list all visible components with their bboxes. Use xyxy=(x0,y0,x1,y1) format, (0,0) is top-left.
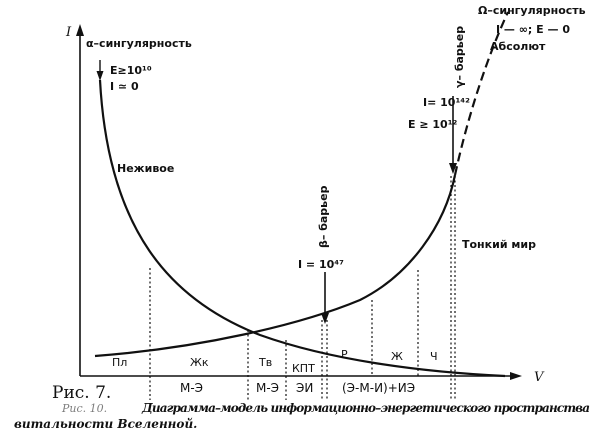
omega-info-energy: I — ∞; E — 0 xyxy=(496,23,570,36)
gamma-arrow-head-icon xyxy=(449,163,457,174)
inanimate-label: Неживое xyxy=(117,162,174,175)
y-axis-label: I xyxy=(65,25,72,40)
band-label-emi: (Э-М-И)+ИЭ xyxy=(342,381,415,395)
band-label-ch: Ч xyxy=(430,350,438,363)
gamma-energy-label: E ≥ 10¹² xyxy=(408,118,458,131)
band-label-me-2: М-Э xyxy=(256,381,279,395)
caption-figure-label: Рис. 7. xyxy=(52,383,111,403)
band-label-kpt: КПТ xyxy=(292,362,315,375)
alpha-arrow-head-icon xyxy=(96,71,104,81)
band-label-zh: Ж xyxy=(391,350,403,363)
caption-text-line-1: Диаграмма–модель информационно–энергетич… xyxy=(141,401,590,415)
living-curve xyxy=(94,174,457,358)
alpha-singularity-title: α–сингулярность xyxy=(86,37,192,50)
subtle-world-label: Тонкий мир xyxy=(462,238,536,251)
beta-info-label: I = 10⁴⁷ xyxy=(298,258,344,271)
alpha-energy-label: E≥10¹⁰ xyxy=(110,64,152,77)
beta-arrow-head-icon xyxy=(321,313,329,324)
x-axis-label: V xyxy=(534,370,545,385)
band-dividers xyxy=(149,176,456,400)
alpha-info-label: I ≃ 0 xyxy=(110,80,139,93)
band-label-zhk: Жк xyxy=(190,356,209,369)
band-label-tv: Тв xyxy=(258,356,272,369)
x-axis-arrow-icon xyxy=(510,372,522,380)
band-label-r: Р xyxy=(341,348,348,361)
caption-text-line-2: витальности Вселенной. xyxy=(14,417,197,431)
omega-absolute: Абсолют xyxy=(490,40,546,53)
band-label-me-1: М-Э xyxy=(180,381,203,395)
band-label-pl: Пл xyxy=(112,356,127,369)
gamma-info-label: I= 10¹⁴² xyxy=(423,96,470,109)
y-axis-arrow-icon xyxy=(76,24,84,36)
beta-barrier-label: β– барьер xyxy=(317,185,330,248)
band-label-ei: ЭИ xyxy=(296,381,313,395)
caption-underlay: Рис. 10. xyxy=(61,402,107,415)
omega-dashed-curve xyxy=(453,11,509,176)
gamma-barrier-label: γ– барьер xyxy=(453,26,466,88)
omega-singularity-title: Ω–сингулярность xyxy=(478,4,586,17)
